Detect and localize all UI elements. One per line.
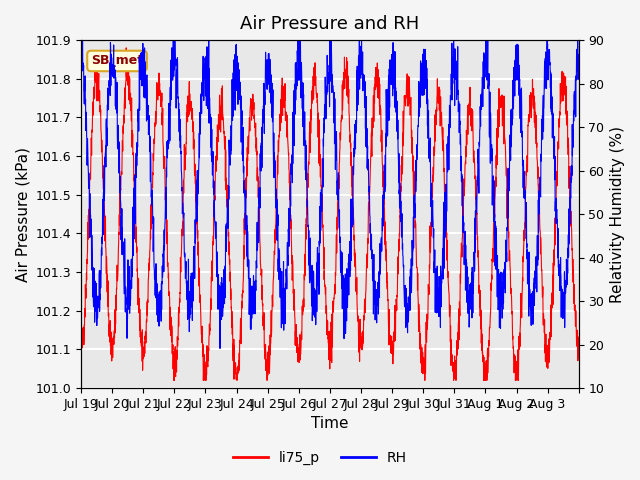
RH	[235, 84, 243, 90]
li75_p	[568, 247, 576, 253]
Line: RH: RH	[81, 31, 579, 348]
Text: SB_met: SB_met	[91, 54, 143, 68]
RH	[508, 109, 516, 115]
Legend: li75_p, RH: li75_p, RH	[228, 445, 412, 471]
RH	[216, 346, 224, 351]
X-axis label: Time: Time	[311, 417, 349, 432]
li75_p	[575, 343, 582, 348]
RH	[480, 71, 488, 76]
RH	[127, 282, 135, 288]
RH	[360, 80, 367, 85]
li75_p	[508, 303, 516, 309]
li75_p	[480, 377, 488, 383]
Title: Air Pressure and RH: Air Pressure and RH	[240, 15, 419, 33]
Y-axis label: Air Pressure (kPa): Air Pressure (kPa)	[15, 146, 30, 282]
li75_p	[170, 377, 178, 383]
li75_p	[77, 340, 85, 346]
li75_p	[122, 45, 130, 51]
RH	[568, 172, 576, 178]
li75_p	[235, 370, 243, 375]
RH	[77, 29, 85, 35]
li75_p	[360, 313, 367, 319]
Line: li75_p: li75_p	[81, 48, 579, 380]
Y-axis label: Relativity Humidity (%): Relativity Humidity (%)	[610, 126, 625, 302]
RH	[575, 51, 582, 57]
RH	[77, 28, 85, 34]
li75_p	[127, 102, 135, 108]
